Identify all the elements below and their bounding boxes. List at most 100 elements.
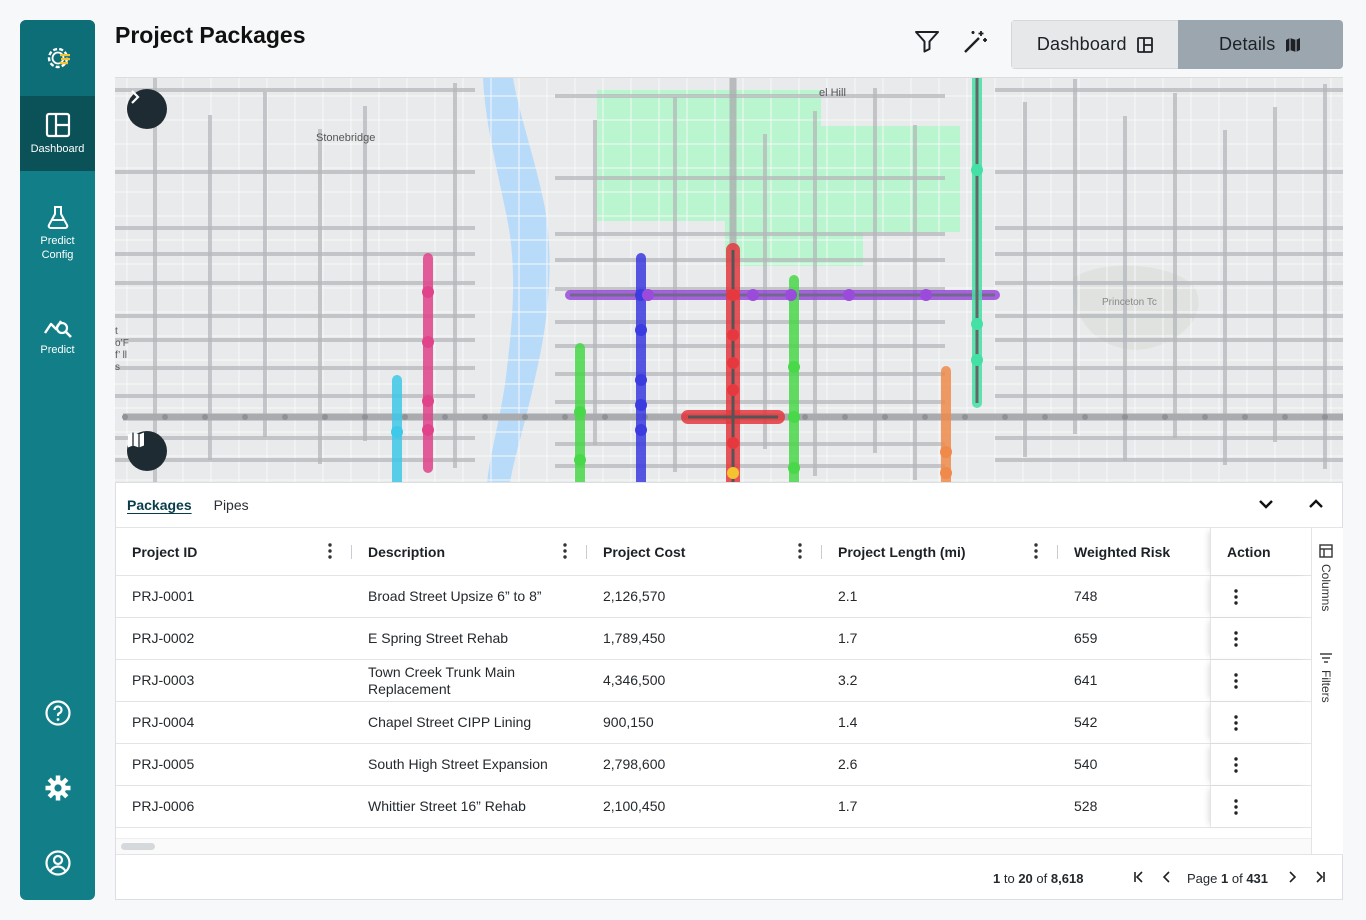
horizontal-scrollbar[interactable] xyxy=(116,838,1311,854)
dashboard-view-label: Dashboard xyxy=(1036,34,1127,54)
column-separator[interactable] xyxy=(586,544,587,559)
pipe-node xyxy=(727,289,739,301)
magic-wand-button[interactable] xyxy=(962,29,988,60)
cell-project-id: PRJ-0003 xyxy=(132,672,195,688)
row-action-kebab-icon[interactable] xyxy=(1234,714,1238,731)
page-of-word: of xyxy=(1231,871,1243,886)
cell-project-id: PRJ-0001 xyxy=(132,588,195,604)
column-header-description[interactable]: Description xyxy=(352,528,587,576)
map-layers-button[interactable] xyxy=(127,431,167,471)
previous-page-button[interactable] xyxy=(1160,870,1174,887)
side-tool-panel: Columns Filters xyxy=(1311,528,1343,854)
dashboard-view-button[interactable]: Dashboard xyxy=(1011,20,1178,69)
help-button[interactable] xyxy=(20,699,95,727)
row-action-kebab-icon[interactable] xyxy=(1234,756,1238,773)
pipe-node xyxy=(940,467,952,479)
map-label-west: to’Ff’ lls xyxy=(115,326,129,373)
column-separator[interactable] xyxy=(821,544,822,559)
pipe-node xyxy=(727,384,739,396)
cell-description-text: Town Creek Trunk Main xyxy=(368,663,516,680)
view-toggle: Dashboard Details xyxy=(1011,20,1343,69)
pipe-node xyxy=(788,361,800,373)
cell-action xyxy=(1210,618,1311,659)
kebab-menu-icon[interactable] xyxy=(798,542,802,559)
kebab-menu-icon[interactable] xyxy=(328,542,332,559)
scrollbar-thumb[interactable] xyxy=(121,843,155,850)
page-title: Project Packages xyxy=(115,22,306,48)
table-row[interactable]: PRJ-0006 Whittier Street 16” Rehab 2,100,4… xyxy=(116,786,1311,828)
columns-tool-button[interactable]: Columns xyxy=(1319,544,1333,611)
row-action-kebab-icon[interactable] xyxy=(1234,588,1238,605)
pipe-node xyxy=(727,329,739,341)
column-separator[interactable] xyxy=(1057,544,1058,559)
map-icon xyxy=(1286,37,1301,52)
cell-weighted-risk: 659 xyxy=(1074,630,1098,646)
highway-node xyxy=(1322,414,1328,420)
sidebar-item-label: Predict xyxy=(40,344,75,356)
column-header-project-cost[interactable]: Project Cost xyxy=(587,528,822,576)
expand-map-button[interactable] xyxy=(127,89,167,129)
chevron-right-icon xyxy=(1289,871,1297,883)
cell-project-cost: 1,789,450 xyxy=(603,630,666,646)
highway-node xyxy=(1162,414,1168,420)
column-separator[interactable] xyxy=(351,544,352,559)
sidebar-item-predict-config[interactable]: Predict Config xyxy=(20,187,95,279)
settings-button[interactable] xyxy=(20,774,95,802)
collapse-panel-button[interactable] xyxy=(1257,495,1275,518)
pipe-node xyxy=(727,437,739,449)
tab-pipes[interactable]: Pipes xyxy=(213,497,249,513)
cell-description-text: Replacement xyxy=(368,680,451,697)
row-action-kebab-icon[interactable] xyxy=(1234,630,1238,647)
filter-button[interactable] xyxy=(914,29,940,58)
user-button[interactable] xyxy=(20,849,95,877)
packages-table: Project ID Description Project Cost Proj… xyxy=(116,528,1311,854)
map-view[interactable]: el Hill Stonebridge Princeton Tc to’Ff’ … xyxy=(115,77,1343,482)
last-page-button[interactable] xyxy=(1313,870,1327,887)
cell-action xyxy=(1210,576,1311,617)
kebab-menu-icon[interactable] xyxy=(563,542,567,559)
range-total: 8,618 xyxy=(1050,871,1084,886)
tab-packages[interactable]: Packages xyxy=(127,497,192,513)
first-page-button[interactable] xyxy=(1132,870,1146,887)
highway-node xyxy=(1122,414,1128,420)
column-header-weighted-risk[interactable]: Weighted Risk xyxy=(1058,528,1210,576)
table-row[interactable]: PRJ-0002 E Spring Street Rehab 1,789,450 1.… xyxy=(116,618,1311,660)
column-header-action: Action xyxy=(1210,528,1311,575)
row-action-kebab-icon[interactable] xyxy=(1234,672,1238,689)
cell-project-cost: 2,126,570 xyxy=(603,588,666,604)
expand-panel-button[interactable] xyxy=(1307,495,1325,518)
app-logo[interactable] xyxy=(20,20,95,96)
column-header-project-length[interactable]: Project Length (mi) xyxy=(822,528,1058,576)
pipe-node xyxy=(971,318,983,330)
cell-project-id: PRJ-0006 xyxy=(132,798,195,814)
highway-node xyxy=(1042,414,1048,420)
details-view-button[interactable]: Details xyxy=(1177,20,1343,69)
highway-node xyxy=(202,414,208,420)
highway-node xyxy=(922,414,928,420)
filters-tool-button[interactable]: Filters xyxy=(1319,652,1333,703)
table-row[interactable]: PRJ-0003 Town Creek Trunk Main Replacement… xyxy=(116,660,1311,702)
row-action-kebab-icon[interactable] xyxy=(1234,798,1238,815)
pipe-node xyxy=(727,467,739,479)
pipe-node xyxy=(635,424,647,436)
cell-project-length: 1.4 xyxy=(838,714,858,730)
table-row[interactable]: PRJ-0004 Chapel Street CIPP Lining 900,150… xyxy=(116,702,1311,744)
next-page-button[interactable] xyxy=(1285,870,1299,887)
page-indicator: Page 1 of 431 xyxy=(1187,871,1268,886)
cell-project-cost: 2,100,450 xyxy=(603,798,666,814)
kebab-menu-icon[interactable] xyxy=(1034,542,1038,559)
gear-chart-logo-icon xyxy=(47,47,70,69)
sidebar-item-dashboard[interactable]: Dashboard xyxy=(20,96,95,171)
column-header-project-id[interactable]: Project ID xyxy=(116,528,352,576)
river xyxy=(483,78,550,482)
table-row[interactable]: PRJ-0001 Broad Street Upsize 6” to 8” 2,12… xyxy=(116,576,1311,618)
chevron-right-icon xyxy=(131,90,140,104)
highway-node xyxy=(882,414,888,420)
table-row[interactable]: PRJ-0005 South High Street Expansion 2,798… xyxy=(116,744,1311,786)
cell-description-text: Broad Street Upsize 6” to 8” xyxy=(368,588,542,604)
table-body: PRJ-0001 Broad Street Upsize 6” to 8” 2,12… xyxy=(116,576,1311,828)
chart-search-icon xyxy=(43,320,72,338)
sidebar-item-predict[interactable]: Predict xyxy=(20,295,95,375)
sidebar-item-label: Dashboard xyxy=(30,142,85,155)
cell-description: Chapel Street CIPP Lining xyxy=(352,714,587,731)
